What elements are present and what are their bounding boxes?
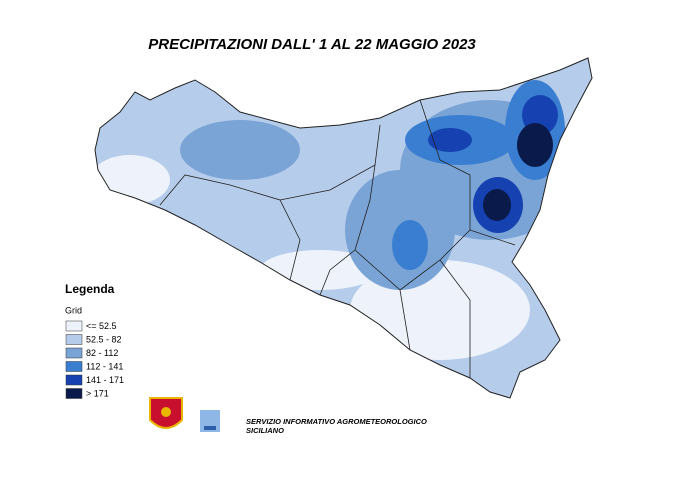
legend-swatch <box>65 361 83 372</box>
footer-line: SERVIZIO INFORMATIVO AGROMETEOROLOGICO <box>246 417 427 426</box>
legend-swatch <box>65 347 83 359</box>
legend-subtitle: Grid <box>65 305 82 315</box>
legend-label: 82 - 112 <box>86 348 118 358</box>
legend-swatch <box>65 334 83 345</box>
legend-label: 141 - 171 <box>86 375 124 385</box>
legend-label: <= 52.5 <box>86 321 117 331</box>
legend-label: 112 - 141 <box>86 361 123 371</box>
sias-logo <box>200 410 220 432</box>
legend-title: Legenda <box>65 282 115 296</box>
legend-swatch <box>65 320 83 332</box>
legend: <= 52.5 52.5 - 82 82 - 112 112 - 141 141 - 1… <box>65 320 124 399</box>
map-title: PRECIPITAZIONI DALL' 1 AL 22 MAGGIO 2023 <box>148 36 476 53</box>
footer-line: SICILIANO <box>246 426 284 435</box>
legend-label: > 171 <box>86 388 109 398</box>
sicily-map <box>94 57 593 399</box>
legend-label: 52.5 - 82 <box>86 334 122 344</box>
legend-swatch <box>65 374 83 386</box>
region-logo <box>149 397 183 429</box>
legend-swatch <box>65 388 83 399</box>
